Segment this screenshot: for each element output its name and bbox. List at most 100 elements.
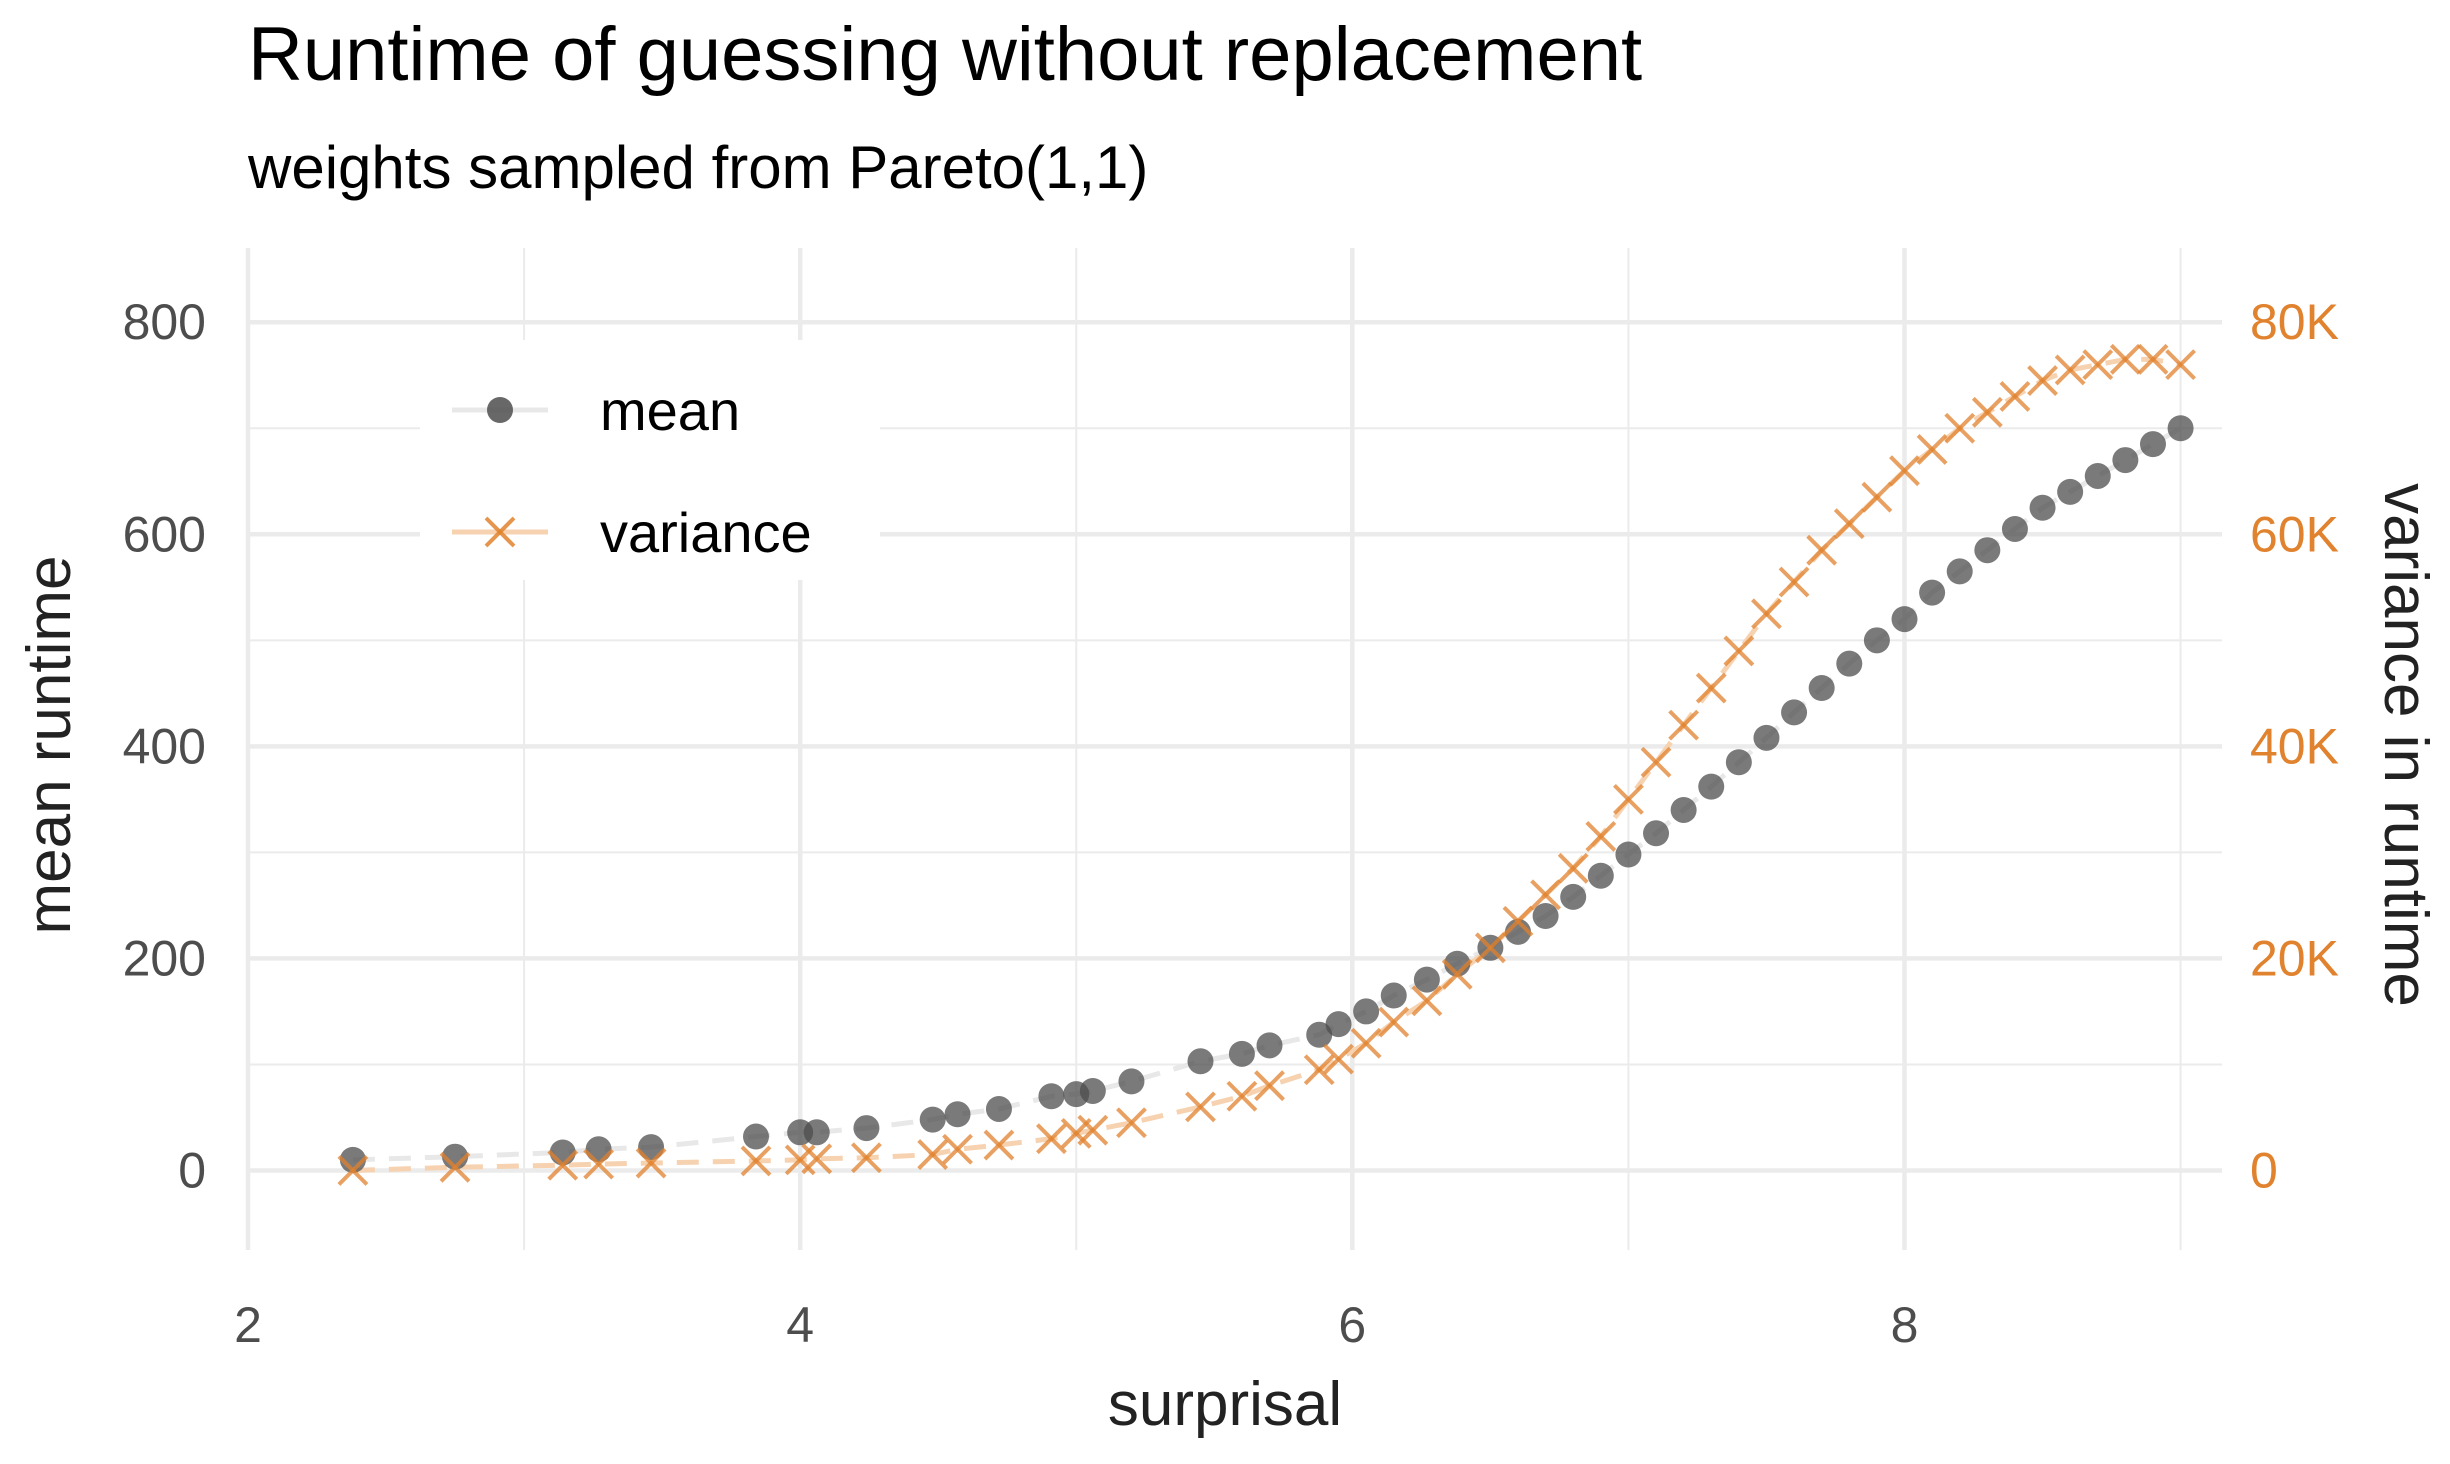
data-point-mean	[1698, 773, 1725, 800]
data-point-mean	[1781, 699, 1808, 726]
data-point-mean	[1560, 883, 1587, 910]
data-point-mean	[2084, 462, 2111, 489]
data-point-variance	[1668, 709, 1700, 741]
data-point-mean	[2167, 415, 2194, 442]
y-tick-label: 200	[123, 930, 206, 986]
data-point-mean	[1974, 537, 2001, 564]
data-point-variance	[1502, 905, 1534, 937]
data-point-variance	[1530, 879, 1562, 911]
data-point-mean	[803, 1119, 830, 1146]
data-point-mean	[853, 1115, 880, 1142]
data-point-variance	[1441, 958, 1473, 990]
y2-tick-label: 20K	[2250, 930, 2339, 986]
grid-lines	[245, 248, 2222, 1250]
data-point-mean	[1532, 903, 1559, 929]
data-point-variance	[983, 1129, 1015, 1161]
data-point-mean	[1615, 841, 1642, 868]
data-point-variance	[2165, 349, 2197, 381]
data-point-mean	[1946, 558, 1973, 585]
data-point-mean	[2029, 494, 2056, 521]
data-point-variance	[1916, 434, 1948, 465]
data-point-mean	[2057, 478, 2084, 505]
data-point-variance	[851, 1142, 882, 1174]
legend-key-circle	[487, 397, 513, 423]
legend-key-cross	[484, 516, 516, 548]
legend-item-variance: variance	[452, 501, 812, 564]
data-point-mean	[1038, 1083, 1065, 1110]
data-point-mean	[1413, 966, 1440, 993]
data-point-mean	[1587, 862, 1614, 889]
x-tick-label: 4	[786, 1297, 814, 1353]
data-point-mean	[1643, 820, 1670, 847]
legend: mean variance	[420, 340, 880, 580]
data-point-variance	[1557, 852, 1589, 884]
data-point-mean	[549, 1139, 576, 1166]
data-point-mean	[742, 1123, 769, 1150]
y-tick-label: 400	[123, 718, 206, 774]
x-tick-label: 8	[1891, 1297, 1919, 1353]
x-axis-label: surprisal	[1108, 1370, 1342, 1439]
data-point-variance	[740, 1145, 772, 1177]
data-point-variance	[942, 1133, 973, 1165]
data-point-mean	[1891, 606, 1918, 633]
y-tick-label: 0	[178, 1142, 206, 1198]
data-point-variance	[2137, 343, 2169, 375]
data-point-variance	[1971, 396, 2003, 428]
x-tick-label: 2	[234, 1297, 262, 1353]
data-point-variance	[1585, 821, 1617, 852]
data-point-variance	[1474, 932, 1506, 964]
tick-labels: 2 4 6 8 0 200 400 600 800 0 20K 40K 60K 80K	[123, 294, 2339, 1353]
y2-axis-label: variance in runtime	[2371, 483, 2440, 1007]
data-point-variance	[1806, 534, 1838, 566]
data-point-mean	[1187, 1048, 1214, 1075]
y-tick-label: 800	[123, 294, 206, 350]
data-point-mean	[1306, 1021, 1333, 1048]
data-point-mean	[985, 1095, 1012, 1122]
data-point-mean	[944, 1101, 971, 1128]
data-point-variance	[1723, 635, 1755, 667]
data-point-variance	[1303, 1054, 1335, 1086]
data-point-mean	[1753, 724, 1780, 751]
data-point-variance	[1323, 1043, 1354, 1075]
data-point-variance	[1640, 746, 1672, 778]
data-point-variance	[917, 1139, 949, 1170]
data-point-mean	[2139, 431, 2166, 458]
data-point-variance	[1378, 1006, 1410, 1038]
data-point-mean	[1919, 579, 1946, 606]
y-tick-label: 600	[123, 506, 206, 562]
chart-title: Runtime of guessing without replacement	[248, 12, 1642, 97]
series-variance	[337, 343, 2197, 1186]
data-point-mean	[1725, 749, 1752, 776]
data-point-variance	[2027, 365, 2058, 396]
data-point-variance	[1613, 783, 1644, 815]
data-point-mean	[919, 1106, 946, 1133]
data-point-mean	[1808, 675, 1835, 702]
legend-label: mean	[600, 379, 740, 442]
data-point-mean	[1670, 796, 1697, 823]
data-point-variance	[1889, 455, 1920, 487]
data-point-variance	[1185, 1091, 1216, 1123]
legend-background	[420, 340, 880, 580]
data-point-variance	[1695, 672, 1727, 704]
data-point-mean	[638, 1134, 665, 1161]
data-point-mean	[2001, 515, 2028, 542]
legend-label: variance	[600, 501, 812, 564]
data-point-mean	[1836, 650, 1863, 677]
legend-item-mean: mean	[452, 379, 740, 442]
data-point-variance	[2054, 354, 2086, 386]
data-point-variance	[1254, 1070, 1285, 1102]
data-point-mean	[1380, 982, 1407, 1009]
data-point-variance	[1778, 566, 1810, 598]
data-point-mean	[1118, 1068, 1145, 1095]
data-points	[337, 343, 2197, 1186]
data-point-variance	[1833, 508, 1865, 540]
data-point-variance	[1861, 481, 1893, 513]
y2-tick-label: 80K	[2250, 294, 2339, 350]
y2-tick-label: 0	[2250, 1142, 2278, 1198]
data-point-variance	[2109, 343, 2141, 375]
y2-tick-label: 60K	[2250, 506, 2339, 562]
data-point-variance	[337, 1155, 369, 1186]
data-point-mean	[2112, 447, 2139, 474]
data-point-mean	[1079, 1077, 1106, 1104]
